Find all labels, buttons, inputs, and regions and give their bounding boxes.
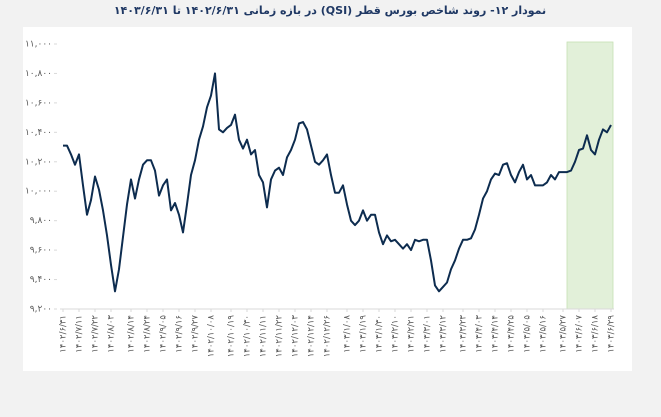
- x-tick-label: ۱۴۰۳/۳/۰۱: [423, 315, 433, 353]
- y-tick-label: ۱۰,۰۰۰: [25, 187, 52, 197]
- y-tick-label: ۹,۴۰۰: [30, 275, 52, 285]
- x-tick-label: ۱۴۰۳/۴/۰۳: [475, 315, 485, 353]
- x-tick-label: ۱۴۰۳/۳/۱۲: [439, 315, 449, 353]
- data-line: [63, 72, 612, 293]
- x-tick-label: ۱۴۰۲/۶/۳۱: [59, 315, 69, 353]
- chart-title: نمودار ۱۲- روند شاخص بورس قطر (QSI) در ب…: [114, 4, 546, 17]
- x-tick-label: ۱۴۰۲/۷/۱۱: [75, 315, 85, 353]
- highlight-region: [566, 41, 614, 310]
- y-tick-label: ۹,۲۰۰: [30, 305, 52, 315]
- x-tick-label: ۱۴۰۳/۳/۲۳: [459, 315, 469, 353]
- x-tick-label: ۱۴۰۳/۶/۱۸: [591, 315, 601, 353]
- x-tick-label: ۱۴۰۲/۹/۰۵: [159, 315, 169, 353]
- x-tick-label: ۱۴۰۲/۸/۲۴: [143, 315, 153, 353]
- x-tick-label: ۱۴۰۲/۱۰/۳۰: [243, 315, 253, 357]
- x-tick-label: ۱۴۰۳/۱/۰۸: [343, 315, 353, 353]
- x-tick-label: ۱۴۰۲/۱۱/۱۱: [259, 315, 269, 357]
- x-tick-label: ۱۴۰۳/۲/۱۰: [391, 315, 401, 353]
- x-tick-label: ۱۴۰۳/۵/۱۶: [539, 315, 549, 353]
- y-tick-label: ۹,۸۰۰: [30, 216, 52, 226]
- y-tick-label: ۱۰,۸۰۰: [25, 69, 52, 79]
- x-tick-label: ۱۴۰۲/۸/۱۴: [127, 315, 137, 353]
- x-tick-label: ۱۴۰۳/۶/۰۷: [575, 315, 585, 353]
- x-tick-label: ۱۴۰۳/۵/۲۷: [559, 315, 569, 353]
- y-tick-label: ۹,۶۰۰: [30, 246, 52, 256]
- x-tick-label: ۱۴۰۲/۹/۱۶: [175, 315, 185, 353]
- chart-background: [23, 27, 632, 371]
- x-tick-label: ۱۴۰۲/۱۲/۲۶: [323, 315, 333, 357]
- x-tick-label: ۱۴۰۳/۲/۲۱: [407, 315, 417, 353]
- x-tick-label: ۱۴۰۳/۱/۳۰: [375, 315, 385, 353]
- x-tick-label: ۱۴۰۲/۷/۲۲: [91, 315, 101, 353]
- x-tick-label: ۱۴۰۲/۱۰/۰۸: [207, 315, 217, 358]
- x-tick-label: ۱۴۰۳/۶/۲۹: [607, 315, 617, 353]
- y-tick-label: ۱۰,۴۰۰: [25, 128, 52, 138]
- x-tick-label: ۱۴۰۲/۱۱/۲۲: [275, 315, 285, 358]
- x-tick-label: ۱۴۰۳/۱/۱۹: [359, 315, 369, 353]
- x-tick-label: ۱۴۰۲/۹/۲۷: [191, 315, 201, 353]
- x-tick-label: ۱۴۰۳/۴/۲۵: [507, 315, 517, 353]
- x-tick-label: ۱۴۰۲/۱۲/۰۳: [291, 315, 301, 358]
- x-tick-label: ۱۴۰۳/۴/۱۴: [491, 315, 501, 353]
- y-tick-label: ۱۰,۲۰۰: [25, 157, 52, 167]
- x-tick-label: ۱۴۰۲/۸/۰۳: [107, 315, 117, 353]
- x-tick-label: ۱۴۰۳/۵/۰۵: [523, 315, 533, 353]
- y-tick-label: ۱۰,۶۰۰: [25, 98, 52, 108]
- y-tick-label: ۱۱,۰۰۰: [25, 40, 52, 50]
- x-tick-label: ۱۴۰۲/۱۰/۱۹: [227, 315, 237, 358]
- x-tick-label: ۱۴۰۲/۱۲/۱۴: [307, 315, 317, 357]
